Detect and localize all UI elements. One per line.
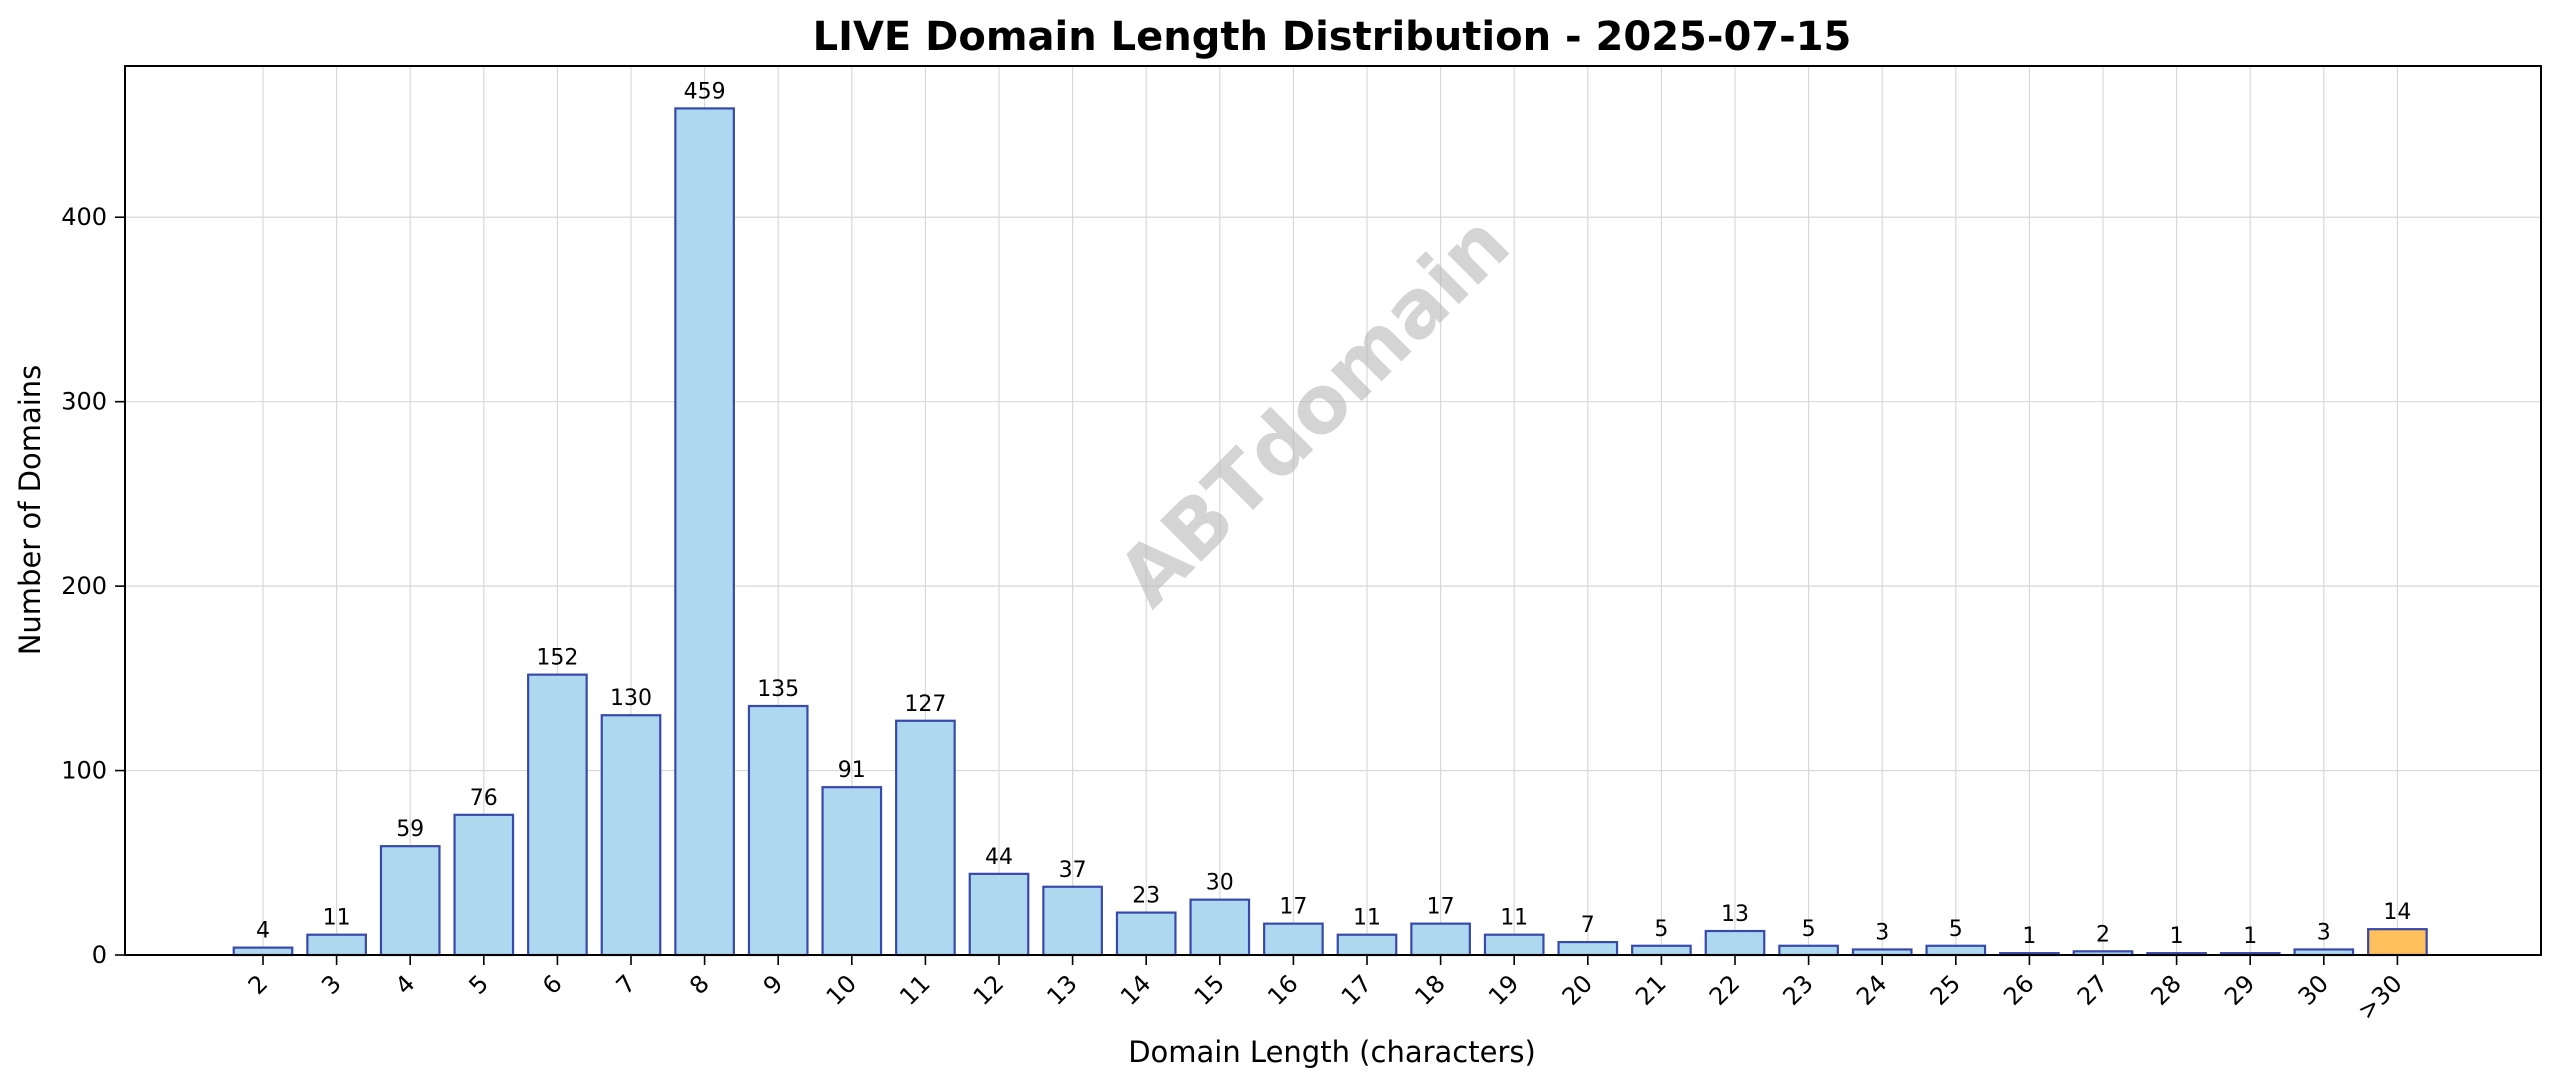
x-tick-label: 30 <box>2293 969 2334 1010</box>
bar-21 <box>1631 944 1692 957</box>
x-tick-label: 9 <box>758 969 789 1000</box>
data-label-17: 11 <box>1353 906 1381 931</box>
data-label-26: 1 <box>2022 924 2036 949</box>
bar->30 <box>2367 928 2428 957</box>
bars <box>232 107 2428 957</box>
plot-area-frame <box>124 65 2542 956</box>
bar-2 <box>232 946 294 957</box>
y-tick-label: 100 <box>61 757 107 785</box>
bar-20 <box>1557 940 1619 957</box>
bar-22 <box>1704 929 1766 957</box>
y-tick-label: 400 <box>61 203 107 231</box>
bar-8 <box>674 107 735 957</box>
x-tick-label: 13 <box>1041 969 1082 1010</box>
x-tick-label: 27 <box>2072 969 2113 1010</box>
bar-3 <box>306 933 367 957</box>
bar-6 <box>527 673 588 957</box>
x-tick-label: 17 <box>1336 969 1377 1010</box>
data-label-15: 30 <box>1206 871 1234 896</box>
data-label-7: 130 <box>610 686 652 711</box>
x-tick-label: 5 <box>463 969 494 1000</box>
data-label-3: 11 <box>323 906 351 931</box>
x-tick-label: 2 <box>243 969 274 1000</box>
x-tick-label: 14 <box>1115 969 1156 1010</box>
x-axis-ticks: 2 3 4 5 6 7 8 9 10 11 12 13 14 15 16 17 18 19 20 21 22 23 24 25… <box>243 955 2408 1025</box>
bar-16 <box>1263 922 1324 957</box>
data-label-22: 13 <box>1721 902 1749 927</box>
data-label-13: 37 <box>1059 858 1087 883</box>
data-label-21: 5 <box>1654 917 1668 942</box>
bar-14 <box>1115 911 1177 957</box>
bar-10 <box>821 786 883 957</box>
x-tick-label: 4 <box>390 969 421 1000</box>
x-tick-label: 16 <box>1262 969 1303 1010</box>
bar-25 <box>1925 944 1987 957</box>
data-label-24: 3 <box>1875 920 1889 945</box>
y-axis-label: Number of Domains <box>13 365 47 656</box>
x-tick-label: 11 <box>894 969 935 1010</box>
x-tick-label: 24 <box>1851 969 1892 1010</box>
data-label-8: 459 <box>684 79 726 104</box>
x-tick-label: >30 <box>2352 969 2408 1025</box>
data-label-5: 76 <box>470 786 498 811</box>
x-axis-label: Domain Length (characters) <box>1128 1035 1536 1069</box>
data-label-11: 127 <box>904 692 946 717</box>
x-tick-label: 19 <box>1483 969 1524 1010</box>
data-label-14: 23 <box>1132 884 1160 909</box>
bar-11 <box>895 719 956 957</box>
x-tick-label: 3 <box>316 969 347 1000</box>
chart-title: LIVE Domain Length Distribution - 2025-0… <box>813 14 1852 60</box>
x-tick-label: 20 <box>1557 969 1598 1010</box>
bar-13 <box>1042 885 1103 957</box>
x-tick-label: 21 <box>1630 969 1671 1010</box>
watermark-text: ABTdomain <box>1100 197 1527 624</box>
bar-23 <box>1778 944 1839 957</box>
y-tick-label: 300 <box>61 388 107 416</box>
x-tick-label: 22 <box>1704 969 1745 1010</box>
data-label-12: 44 <box>985 845 1013 870</box>
data-label-16: 17 <box>1279 895 1307 920</box>
x-tick-label: 26 <box>1998 969 2039 1010</box>
bar-9 <box>747 704 809 957</box>
y-axis-ticks: 0 100 200 300 400 <box>61 203 125 969</box>
data-label-6: 152 <box>536 646 578 671</box>
x-tick-label: 25 <box>1925 969 1966 1010</box>
data-label-27: 2 <box>2096 922 2110 947</box>
bar-5 <box>453 813 515 957</box>
x-tick-label: 29 <box>2219 969 2260 1010</box>
data-label-2: 4 <box>256 919 270 944</box>
x-tick-label: 8 <box>684 969 715 1000</box>
data-label-19: 11 <box>1500 906 1528 931</box>
data-label-18: 17 <box>1427 895 1455 920</box>
data-label-30: 3 <box>2317 920 2331 945</box>
data-label-29: 1 <box>2243 924 2257 949</box>
x-tick-label: 10 <box>821 969 862 1010</box>
x-tick-label: 7 <box>611 969 642 1000</box>
bar-15 <box>1189 898 1251 957</box>
data-label-9: 135 <box>757 677 799 702</box>
x-tick-label: 23 <box>1777 969 1818 1010</box>
data-label-25: 5 <box>1949 917 1963 942</box>
x-tick-label: 28 <box>2145 969 2186 1010</box>
bar-17 <box>1336 933 1398 957</box>
x-tick-label: 6 <box>537 969 568 1000</box>
data-label-4: 59 <box>396 817 424 842</box>
bar-4 <box>379 845 441 957</box>
bar-18 <box>1410 922 1471 957</box>
data-label-20: 7 <box>1581 913 1595 938</box>
data-label-10: 91 <box>838 758 866 783</box>
bar-12 <box>968 872 1030 957</box>
bar-19 <box>1483 933 1545 957</box>
data-label-23: 5 <box>1802 917 1816 942</box>
y-tick-label: 0 <box>92 941 107 969</box>
data-label->30: 14 <box>2383 900 2411 925</box>
x-tick-label: 12 <box>968 969 1009 1010</box>
y-tick-label: 200 <box>61 572 107 600</box>
x-tick-label: 18 <box>1409 969 1450 1010</box>
bar-7 <box>600 714 662 957</box>
data-label-28: 1 <box>2170 924 2184 949</box>
x-tick-label: 15 <box>1189 969 1230 1010</box>
